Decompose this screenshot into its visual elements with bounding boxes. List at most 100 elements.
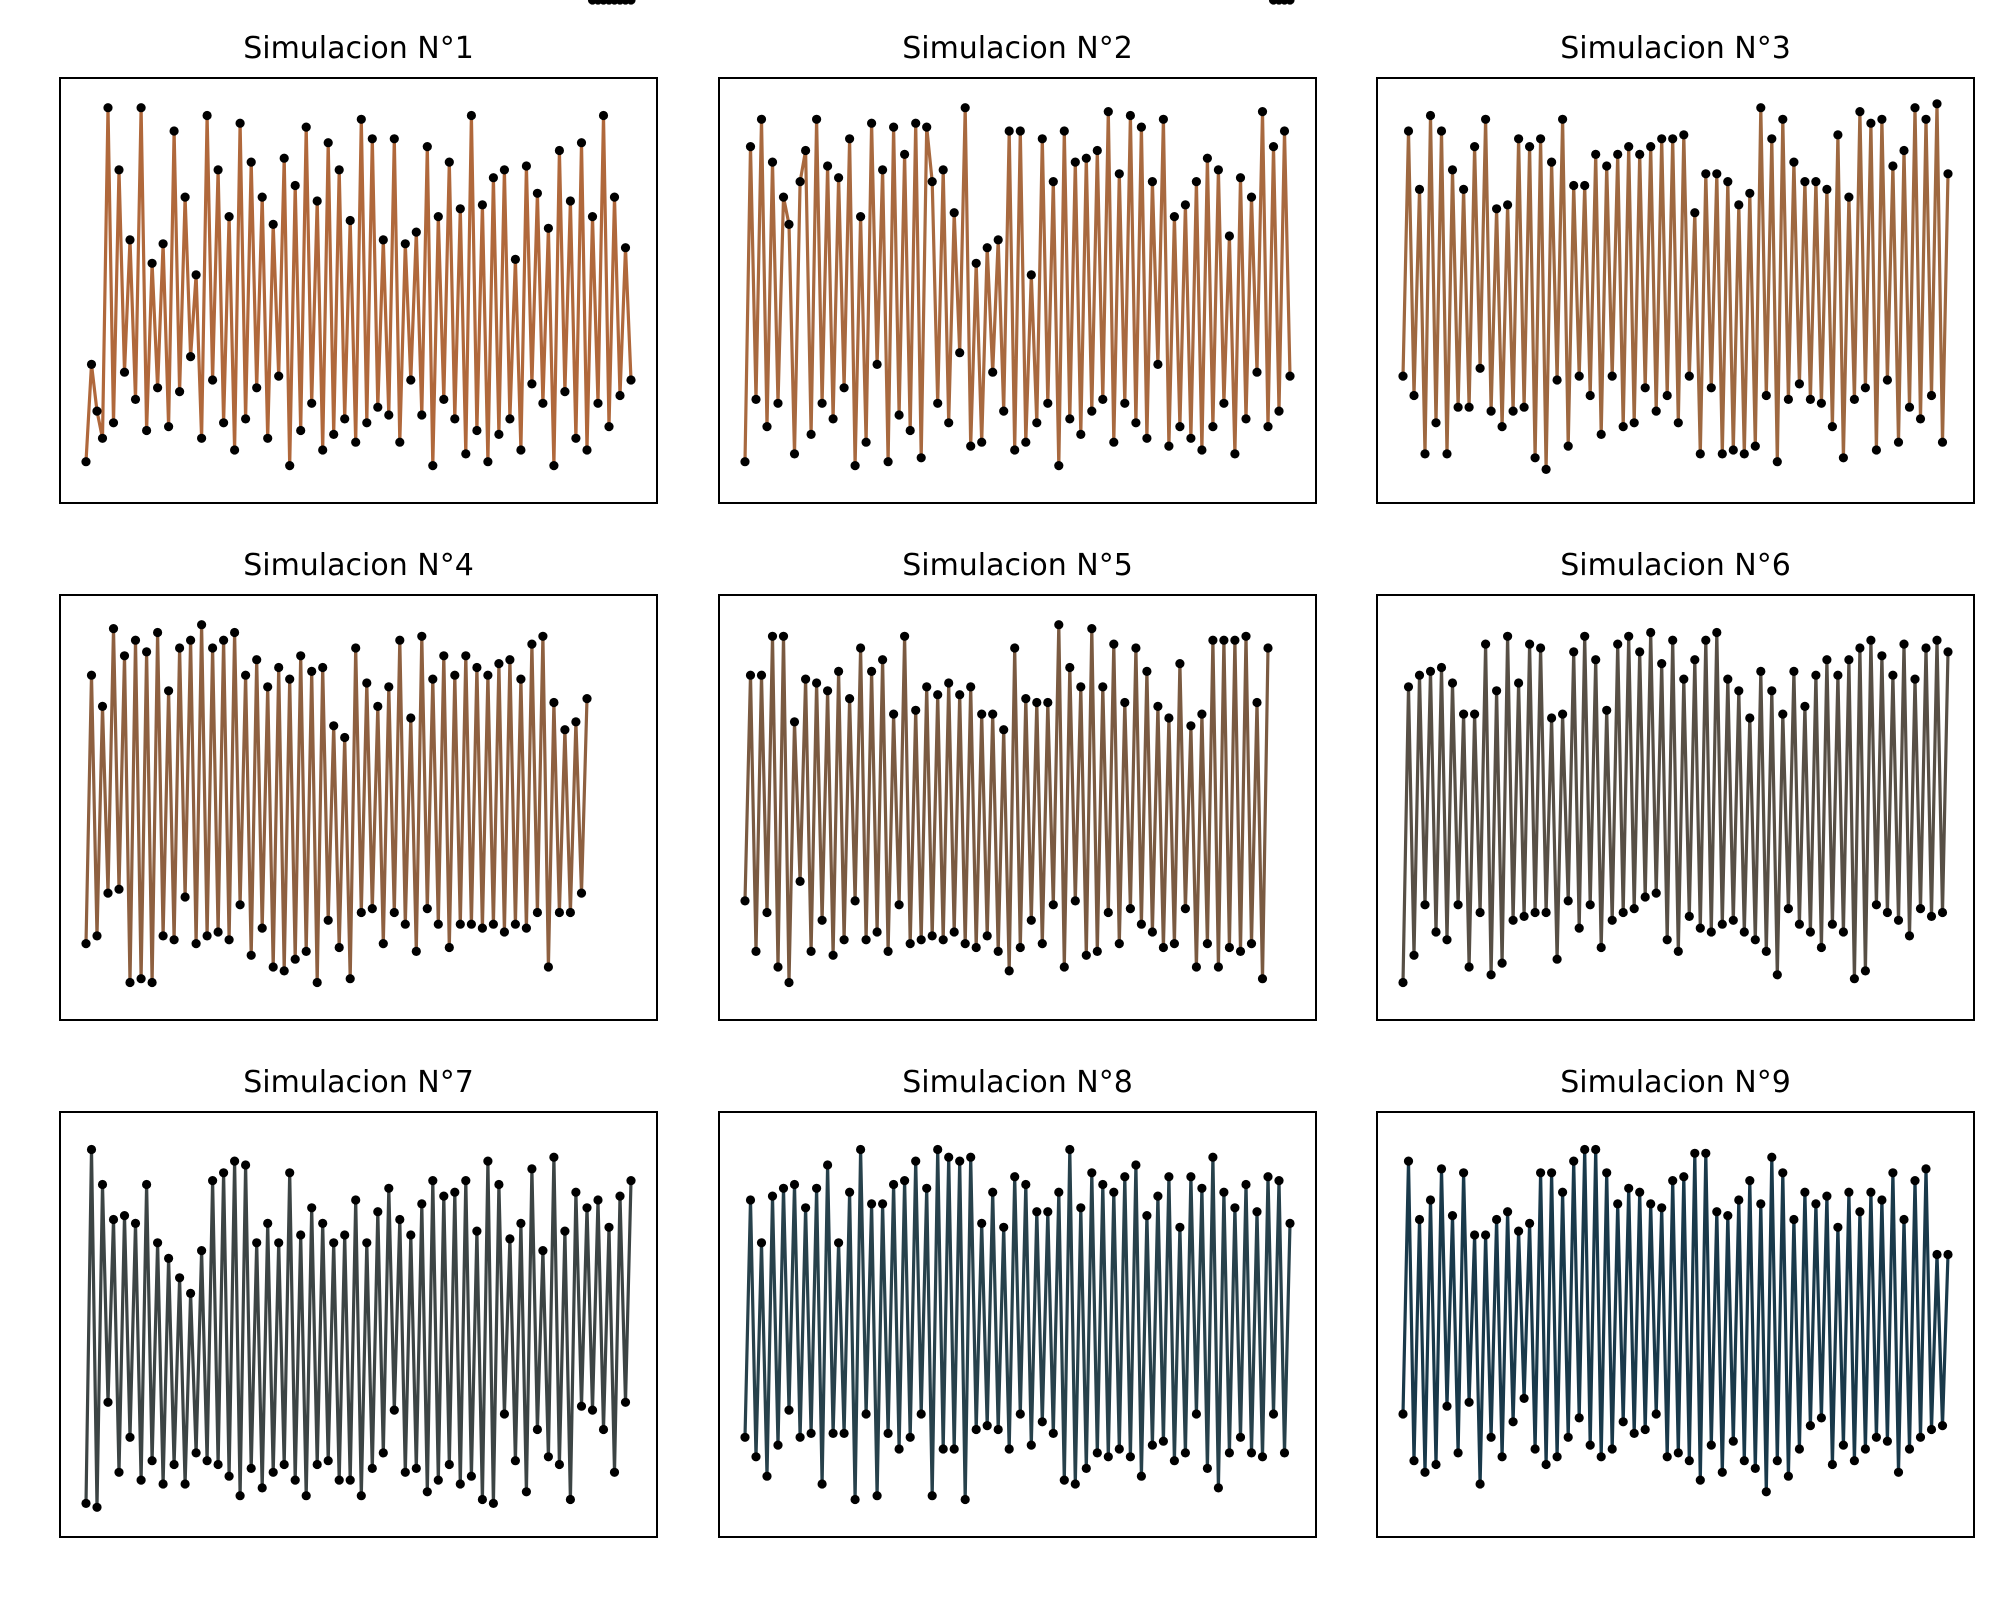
subplot-2-data-point [977, 437, 987, 447]
subplot-8-data-point [971, 1424, 981, 1435]
subplot-1-data-point [527, 379, 537, 389]
subplot-6-data-point [1734, 686, 1744, 696]
subplot-6-data-point [1794, 919, 1804, 929]
subplot-6-data-point [1657, 659, 1667, 669]
subplot-6-data-point [1486, 970, 1496, 980]
subplot-4-data-point [329, 721, 339, 731]
subplot-5-data-point [1114, 939, 1124, 949]
subplot-8-data-point [773, 1440, 783, 1450]
subplot-4-data-point [241, 670, 251, 680]
subplot-3-data-point [1519, 402, 1529, 412]
subplot-2-data-point [1098, 394, 1108, 404]
subplot-9-data-point [1706, 1440, 1716, 1450]
subplot-7-data-point [615, 1191, 625, 1201]
subplot-4-data-point [202, 931, 212, 941]
subplot-8: Simulacion N°8 [718, 1065, 1317, 1538]
subplot-9-data-point [1805, 1421, 1815, 1431]
subplot-9-data-point [1756, 1199, 1766, 1209]
subplot-9: Simulacion N°9 [1376, 1065, 1975, 1538]
subplot-7-axes-frame [59, 1111, 658, 1538]
subplot-3-data-point [1728, 445, 1738, 455]
subplot-6-data-point [1877, 651, 1887, 661]
subplot-9-data-point [1761, 1487, 1771, 1497]
subplot-1-data-point [97, 433, 108, 443]
subplot-3-data-point [1673, 418, 1683, 428]
subplot-7-data-point [604, 1222, 614, 1232]
subplot-8-data-point [1191, 1409, 1201, 1419]
subplot-9-data-point [1684, 1456, 1694, 1466]
subplot-5-data-point [1120, 697, 1130, 708]
subplot-9-data-point [1877, 1195, 1887, 1205]
subplot-8-data-point [1186, 1172, 1196, 1182]
subplot-4-data-point [257, 923, 267, 933]
subplot-2-data-point [801, 145, 811, 156]
subplot-7-data-point [279, 1459, 289, 1470]
subplot-4-data-point [318, 662, 328, 673]
subplot-3-data-point [1662, 390, 1672, 401]
subplot-6-data-point [1436, 662, 1447, 673]
subplot-8-data-point [806, 1428, 816, 1438]
subplot-4-data-point [147, 977, 157, 988]
subplot-8-data-point [1054, 1187, 1064, 1197]
subplot-9-data-point [1794, 1444, 1804, 1454]
subplot-1-data-point [615, 390, 625, 401]
subplot-2-data-point [778, 192, 789, 202]
subplot-6-data-point [1860, 966, 1870, 976]
subplot-8-data-point [999, 1222, 1009, 1232]
subplot-3-data-point [1657, 134, 1667, 144]
subplot-5-data-point [867, 666, 877, 677]
subplot-9-data-point [1728, 1436, 1738, 1446]
subplot-8-data-point [988, 1187, 998, 1197]
subplot-6-data-point [1470, 709, 1480, 719]
subplot-3-data-point [1695, 449, 1705, 459]
subplot-9-data-point [1679, 1172, 1689, 1182]
subplot-5-data-point [1136, 919, 1146, 929]
subplot-8-data-point [916, 1409, 926, 1419]
subplot-3-data-point [1860, 383, 1870, 393]
subplot-6-data-point [1789, 666, 1799, 677]
subplot-7-data-point [488, 1498, 498, 1508]
subplot-9-data-point [1849, 1456, 1859, 1466]
subplot-4-data-point [466, 919, 476, 929]
subplot-2-data-point [988, 367, 998, 377]
subplot-1-data-point [318, 445, 328, 455]
subplot-2-data-point [1021, 437, 1031, 447]
subplot-9-data-point [1943, 1249, 1953, 1260]
subplot-7-data-point [108, 1214, 119, 1225]
subplot-2-data-point [894, 410, 904, 420]
subplot-5-data-point [745, 670, 756, 680]
subplot-3-data-point [1805, 394, 1815, 404]
subplot-1-data-point [345, 215, 355, 226]
subplot-9-data-point [1734, 1195, 1744, 1205]
subplot-5-data-point [1131, 643, 1141, 653]
subplot-7-data-point [472, 1226, 482, 1236]
subplot-5-data-point [1026, 915, 1036, 925]
subplot-1-data-point [604, 422, 614, 432]
subplot-2-data-point [850, 461, 860, 471]
subplot-9-data-point [1519, 1393, 1529, 1403]
subplot-6-data-point [1464, 962, 1474, 972]
subplot-3-data-point [1442, 449, 1452, 459]
subplot-6-data-point [1932, 635, 1942, 645]
subplot-6-data-point [1761, 946, 1771, 957]
subplot-2-data-point [944, 418, 954, 428]
subplot-3-data-point [1701, 169, 1711, 179]
subplot-2-data-point [971, 258, 981, 268]
subplot-4-data-point [230, 627, 240, 638]
subplot-9-data-point [1800, 1187, 1810, 1197]
subplot-8-data-point [767, 1191, 778, 1201]
subplot-5-data-point [982, 931, 992, 941]
subplot-7-data-point [197, 1246, 207, 1256]
subplot-7-data-point [147, 1456, 157, 1466]
subplot-4-data-point [373, 701, 383, 712]
subplot-3-data-point [1717, 449, 1727, 459]
subplot-7-data-point [158, 1479, 168, 1489]
subplot-6-data-point [1591, 655, 1601, 665]
subplot-8-data-point [1026, 1440, 1036, 1450]
subplot-3-data-point [1712, 169, 1722, 179]
subplot-8-data-point [817, 1479, 827, 1489]
subplot-2: Simulacion N°2 [718, 31, 1317, 504]
subplot-6-data-point [1899, 639, 1909, 649]
subplot-2-data-point [1131, 418, 1141, 428]
subplot-8-data-point [955, 1156, 965, 1166]
